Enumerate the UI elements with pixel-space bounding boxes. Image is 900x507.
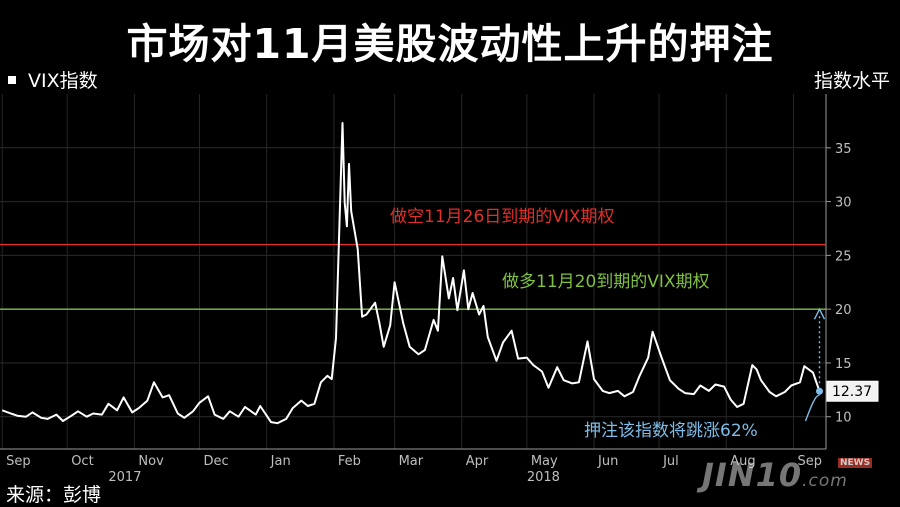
- y-tick-label: 30: [835, 196, 852, 211]
- legend-swatch: [8, 76, 16, 84]
- x-tick-label: Mar: [399, 454, 424, 469]
- year-label: 2017: [108, 470, 141, 485]
- last-value-label: 12.37: [832, 384, 872, 400]
- projection-label: 押注该指数将跳涨62%: [584, 421, 758, 441]
- x-tick-label: Aug: [730, 454, 755, 469]
- x-tick-label: Jan: [270, 454, 291, 469]
- y-tick-label: 15: [835, 357, 852, 372]
- x-tick-label: Sep: [6, 454, 31, 469]
- x-tick-label: Jul: [662, 454, 679, 469]
- watermark-badge: NEWS: [838, 458, 873, 468]
- legend-label: VIX指数: [28, 70, 98, 92]
- legend: VIX指数: [8, 66, 98, 93]
- reference-line-label: 做多11月20到期的VIX期权: [502, 272, 710, 292]
- x-tick-label: Oct: [71, 454, 93, 469]
- y-tick-label: 35: [835, 142, 852, 157]
- year-label: 2018: [527, 470, 560, 485]
- y-tick-label: 10: [835, 411, 852, 426]
- x-tick-label: Apr: [466, 454, 489, 469]
- y-tick-label: 25: [835, 249, 852, 264]
- x-tick-label: Nov: [138, 454, 164, 469]
- y-tick-label: 20: [835, 303, 852, 318]
- x-tick-label: Jun: [597, 454, 618, 469]
- vix-series-line: [1, 122, 821, 425]
- chart-title: 市场对11月美股波动性上升的押注: [126, 20, 774, 68]
- last-value-tag: [826, 380, 879, 402]
- watermark-text: JIN10: [702, 456, 803, 494]
- watermark-logo: JIN10.com: [702, 456, 848, 494]
- x-tick-label: Sep: [797, 454, 822, 469]
- x-tick-label: Dec: [203, 454, 228, 469]
- watermark-suffix: .com: [802, 471, 848, 491]
- projection-pointer: [804, 394, 820, 422]
- y-axis-title: 指数水平: [813, 70, 890, 92]
- x-tick-label: May: [531, 454, 558, 469]
- source-note: 来源：彭博: [6, 484, 102, 506]
- reference-line-label: 做空11月26日到期的VIX期权: [390, 207, 615, 227]
- projection-arrowhead: [813, 307, 826, 320]
- last-point-marker: [815, 387, 823, 395]
- x-tick-label: Feb: [338, 454, 361, 469]
